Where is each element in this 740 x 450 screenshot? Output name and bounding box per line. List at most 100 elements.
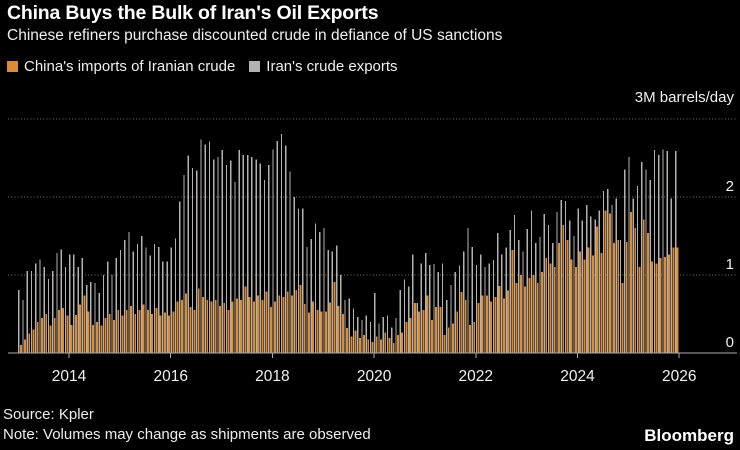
export-bar [458, 265, 461, 353]
export-bar [577, 208, 579, 353]
import-bar [435, 307, 438, 353]
export-bar [416, 303, 418, 353]
import-bar [350, 336, 353, 353]
import-bar [257, 295, 260, 353]
import-bar [380, 339, 382, 353]
export-bar [598, 210, 600, 353]
export-bar [191, 168, 194, 353]
export-bar [149, 255, 151, 353]
export-bar [268, 165, 270, 353]
export-bar [183, 175, 185, 353]
import-bar [617, 239, 620, 353]
export-bar [391, 327, 393, 353]
gray-swatch-icon [249, 61, 261, 72]
import-bar [53, 317, 56, 353]
export-bar [107, 261, 109, 353]
import-bar [312, 301, 315, 353]
export-bar [467, 228, 469, 353]
import-bar [117, 310, 120, 353]
import-bar [74, 314, 77, 353]
import-bar [231, 301, 234, 353]
export-bar [340, 275, 342, 353]
export-bar [522, 251, 524, 353]
import-bar [562, 225, 565, 353]
import-bar [197, 288, 200, 353]
export-bar [560, 200, 562, 353]
import-bar [363, 335, 365, 353]
export-bar [480, 254, 482, 353]
import-bar [223, 303, 226, 353]
import-bar [180, 300, 183, 353]
import-bar [630, 211, 632, 353]
export-bar [60, 249, 62, 353]
import-bar [142, 304, 145, 353]
x-tick-label: 2022 [459, 368, 493, 385]
export-bar [98, 292, 100, 353]
import-bar [634, 228, 637, 353]
export-bar [77, 267, 79, 353]
import-bar [494, 296, 497, 353]
import-bar [659, 257, 662, 353]
export-bar [314, 223, 317, 353]
import-bar [655, 263, 658, 353]
export-bar [204, 144, 206, 353]
import-bar [663, 257, 666, 353]
import-bar [62, 307, 65, 353]
import-bar [422, 310, 425, 353]
import-bar [558, 243, 560, 353]
export-bar [196, 170, 198, 353]
export-bar [26, 271, 28, 353]
import-bar [430, 320, 433, 353]
import-bar [549, 263, 552, 353]
export-bar [369, 321, 372, 353]
export-bar [35, 263, 37, 353]
import-bar [452, 323, 454, 353]
export-bar [539, 236, 541, 353]
legend-label: China's imports of Iranian crude [24, 58, 236, 75]
export-bar [420, 263, 423, 353]
import-bar [252, 301, 255, 353]
import-bar [481, 295, 484, 353]
import-bar [358, 338, 361, 353]
export-bar [187, 155, 189, 353]
export-bar [213, 159, 215, 353]
import-bar [388, 338, 391, 353]
export-bar [162, 261, 164, 353]
import-bar [189, 307, 192, 353]
export-bar [157, 246, 160, 353]
import-bar [206, 300, 209, 353]
export-bar [166, 261, 168, 353]
export-bar [111, 275, 113, 353]
import-bar [464, 300, 467, 353]
import-bar [227, 310, 230, 353]
export-bar [225, 165, 228, 353]
import-bar [91, 324, 94, 353]
import-bar [507, 290, 510, 353]
export-bar [513, 214, 516, 353]
import-bar [498, 285, 501, 353]
export-bar [471, 246, 473, 353]
import-bar [574, 267, 577, 353]
import-bar [308, 312, 310, 353]
import-bar [269, 307, 272, 353]
import-bar [418, 311, 421, 353]
export-bar [543, 214, 545, 353]
export-bar [132, 251, 134, 353]
export-bar [412, 254, 414, 353]
import-bar [100, 325, 103, 353]
export-bar [56, 253, 58, 353]
import-bar [392, 342, 395, 353]
export-bar [238, 150, 240, 353]
import-bar [70, 324, 73, 353]
import-bar [490, 301, 493, 353]
import-bar [604, 210, 607, 353]
import-bar [36, 321, 39, 353]
export-bar [293, 197, 295, 353]
export-bar [94, 282, 96, 353]
export-bar [552, 243, 554, 353]
export-bar [403, 279, 406, 353]
import-bar [176, 301, 179, 353]
import-bar [113, 320, 115, 353]
export-bar [272, 149, 274, 353]
export-bar [115, 257, 117, 353]
